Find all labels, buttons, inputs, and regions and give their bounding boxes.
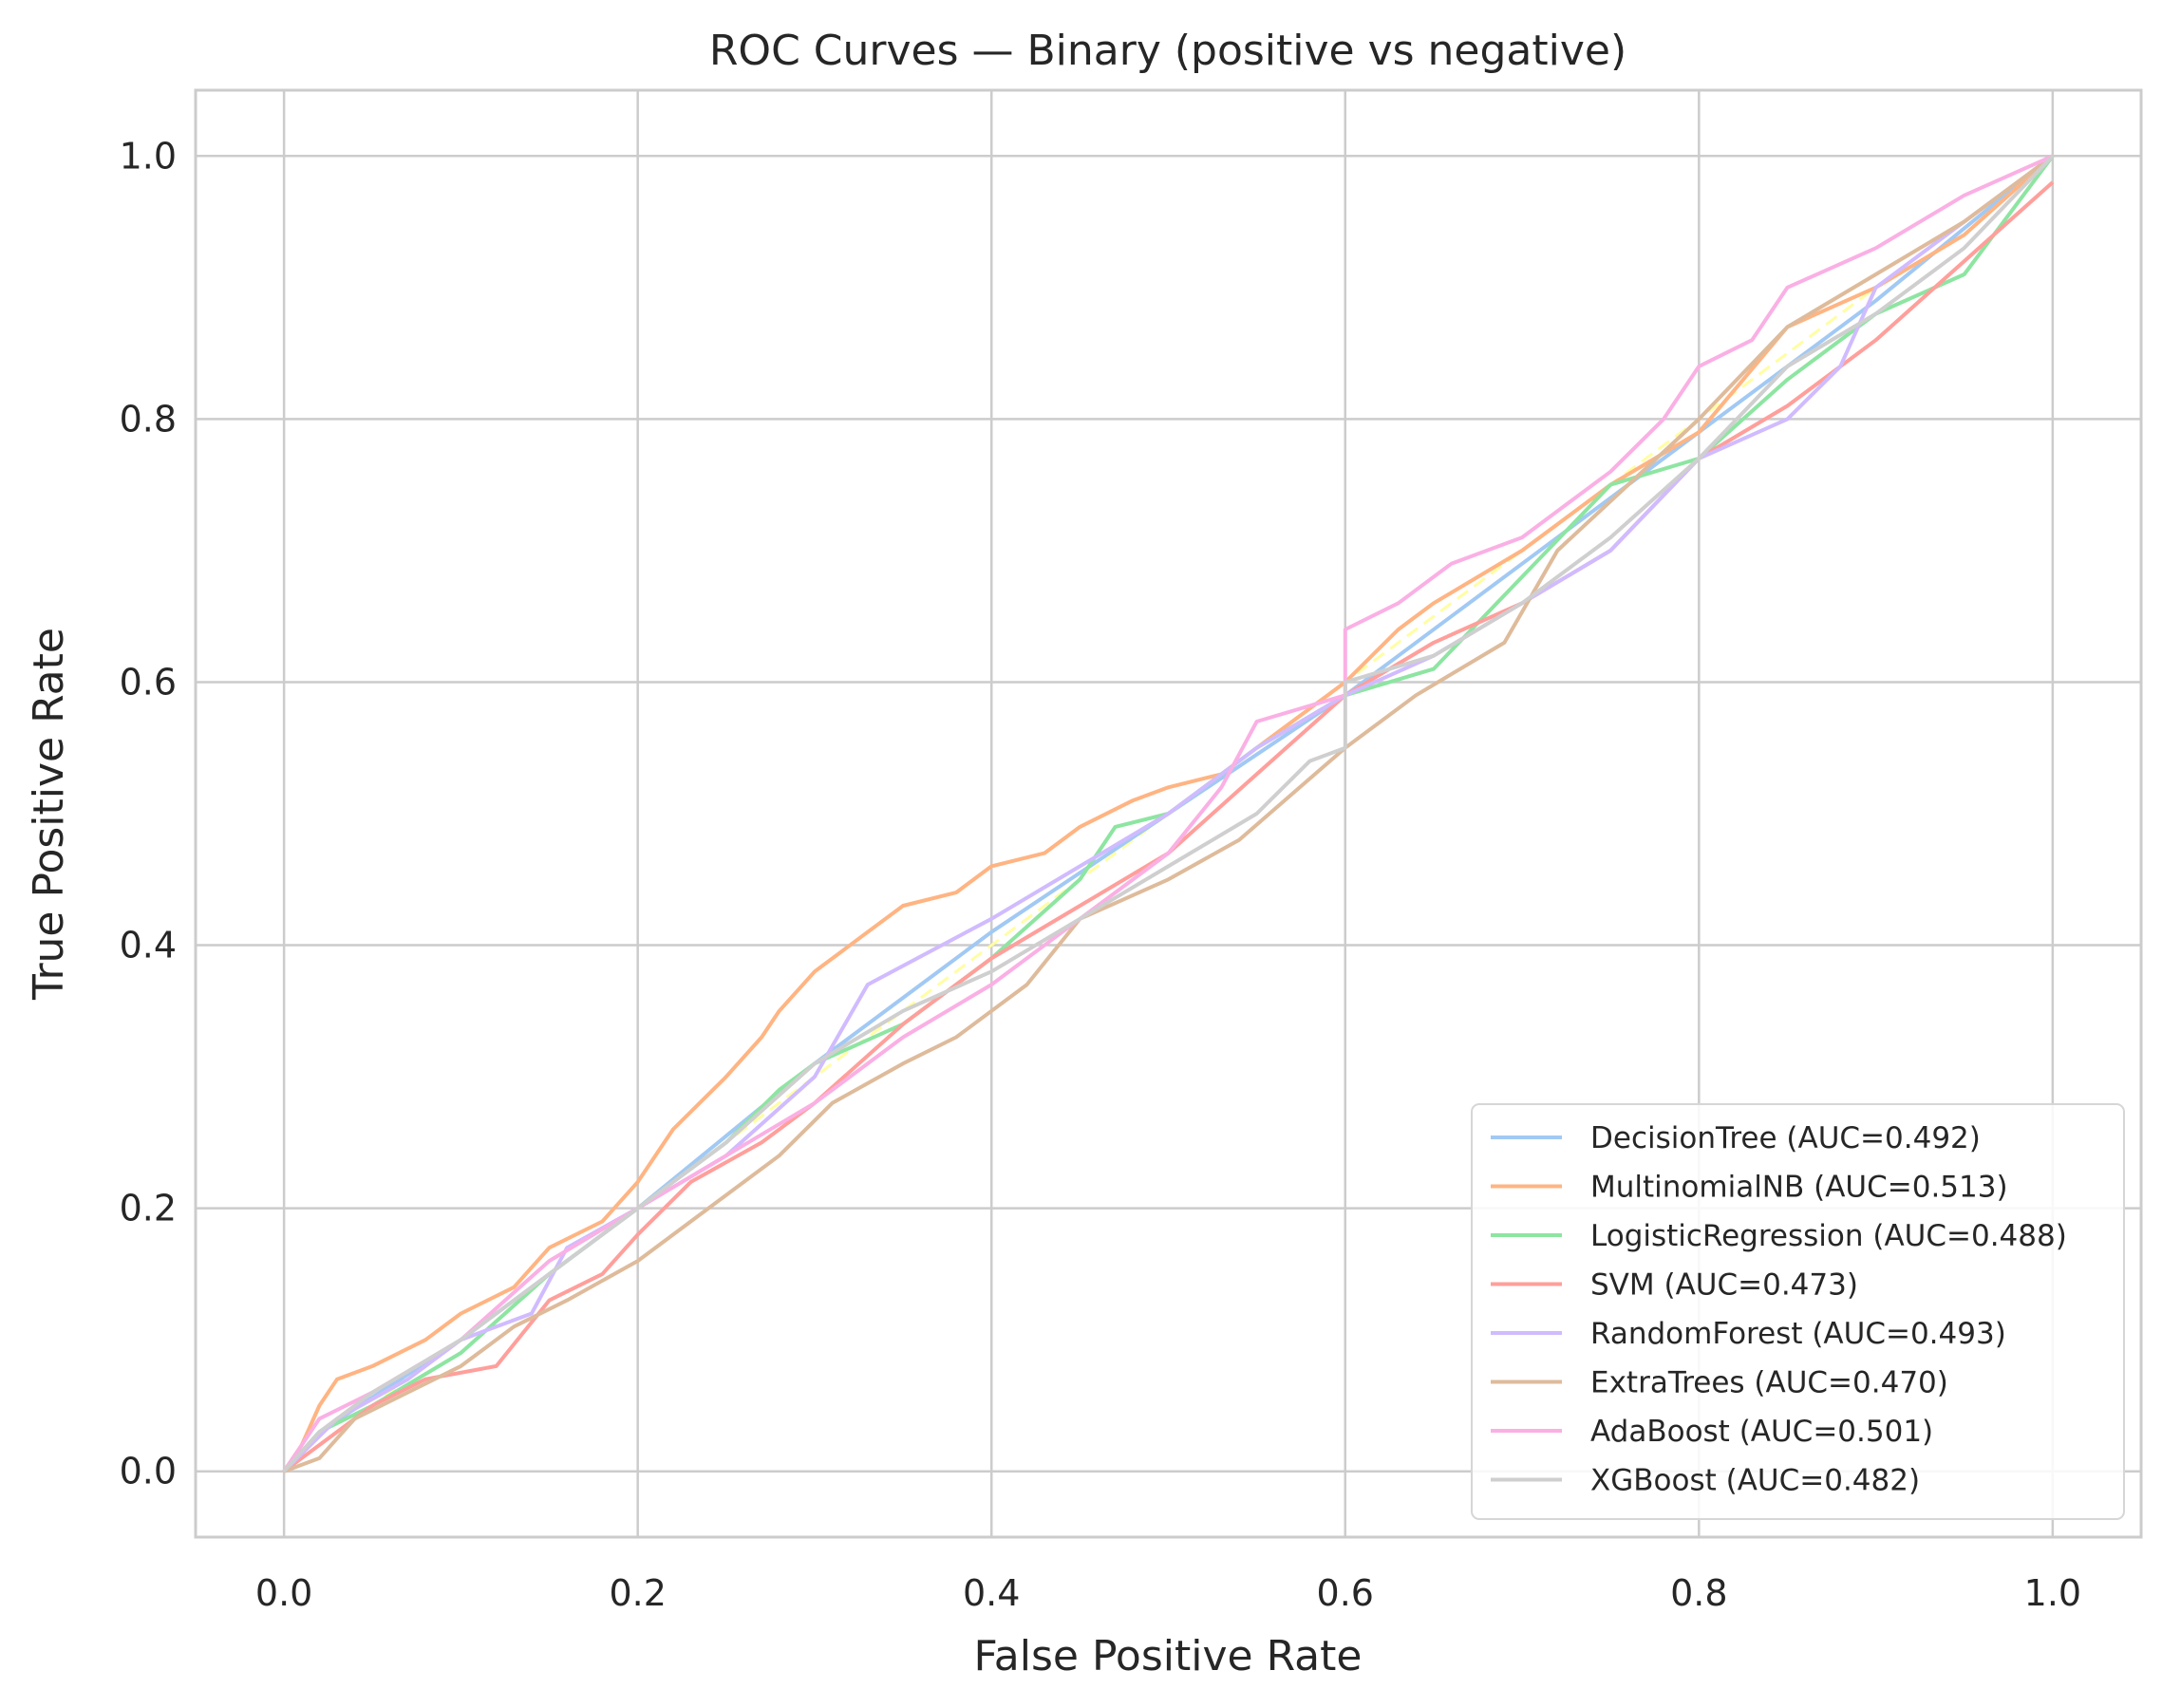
roc-series xyxy=(282,154,2055,1473)
roc-curve-multinomialnb xyxy=(282,154,2055,1473)
x-tick-label: 0.2 xyxy=(609,1572,666,1614)
y-tick-label: 0.0 xyxy=(120,1451,177,1492)
plot-frame xyxy=(194,88,2143,1539)
legend-label-extratrees: ExtraTrees (AUC=0.470) xyxy=(1590,1366,1948,1400)
chart-title: ROC Curves — Binary (positive vs negativ… xyxy=(709,27,1626,75)
y-tick-label: 1.0 xyxy=(120,135,177,177)
x-axis-label: False Positive Rate xyxy=(974,1632,1363,1680)
grid-lines xyxy=(196,90,2141,1537)
x-tick-label: 0.8 xyxy=(1670,1572,1727,1614)
legend: DecisionTree (AUC=0.492) MultinomialNB (A… xyxy=(1471,1103,2125,1520)
roc-curve-xgboost xyxy=(282,154,2055,1473)
y-tick-label: 0.8 xyxy=(120,398,177,440)
legend-label-decisiontree: DecisionTree (AUC=0.492) xyxy=(1590,1121,1981,1155)
legend-label-svm: SVM (AUC=0.473) xyxy=(1590,1268,1858,1303)
y-tick-labels: 0.0 0.2 0.4 0.6 0.8 1.0 xyxy=(120,135,177,1492)
roc-curve-extratrees xyxy=(283,154,2055,1473)
legend-label-adaboost: AdaBoost (AUC=0.501) xyxy=(1590,1415,1933,1449)
legend-label-randomforest: RandomForest (AUC=0.493) xyxy=(1590,1317,2006,1351)
x-tick-labels: 0.0 0.2 0.4 0.6 0.8 1.0 xyxy=(255,1572,2081,1614)
legend-label-logisticregression: LogisticRegression (AUC=0.488) xyxy=(1590,1219,2067,1253)
roc-curve-randomforest xyxy=(282,154,2055,1473)
x-tick-label: 0.6 xyxy=(1317,1572,1374,1614)
legend-label-xgboost: XGBoost (AUC=0.482) xyxy=(1590,1464,1920,1498)
y-tick-label: 0.2 xyxy=(120,1188,177,1229)
y-tick-label: 0.4 xyxy=(120,925,177,967)
legend-box xyxy=(1471,1103,2125,1520)
legend-label-multinomialnb: MultinomialNB (AUC=0.513) xyxy=(1590,1171,2008,1205)
x-tick-label: 0.4 xyxy=(963,1572,1020,1614)
y-tick-label: 0.6 xyxy=(120,661,177,703)
y-axis-label: True Positive Rate xyxy=(25,628,73,1001)
x-tick-label: 0.0 xyxy=(255,1572,312,1614)
x-tick-label: 1.0 xyxy=(2024,1572,2081,1614)
roc-curve-adaboost xyxy=(282,154,2054,1473)
